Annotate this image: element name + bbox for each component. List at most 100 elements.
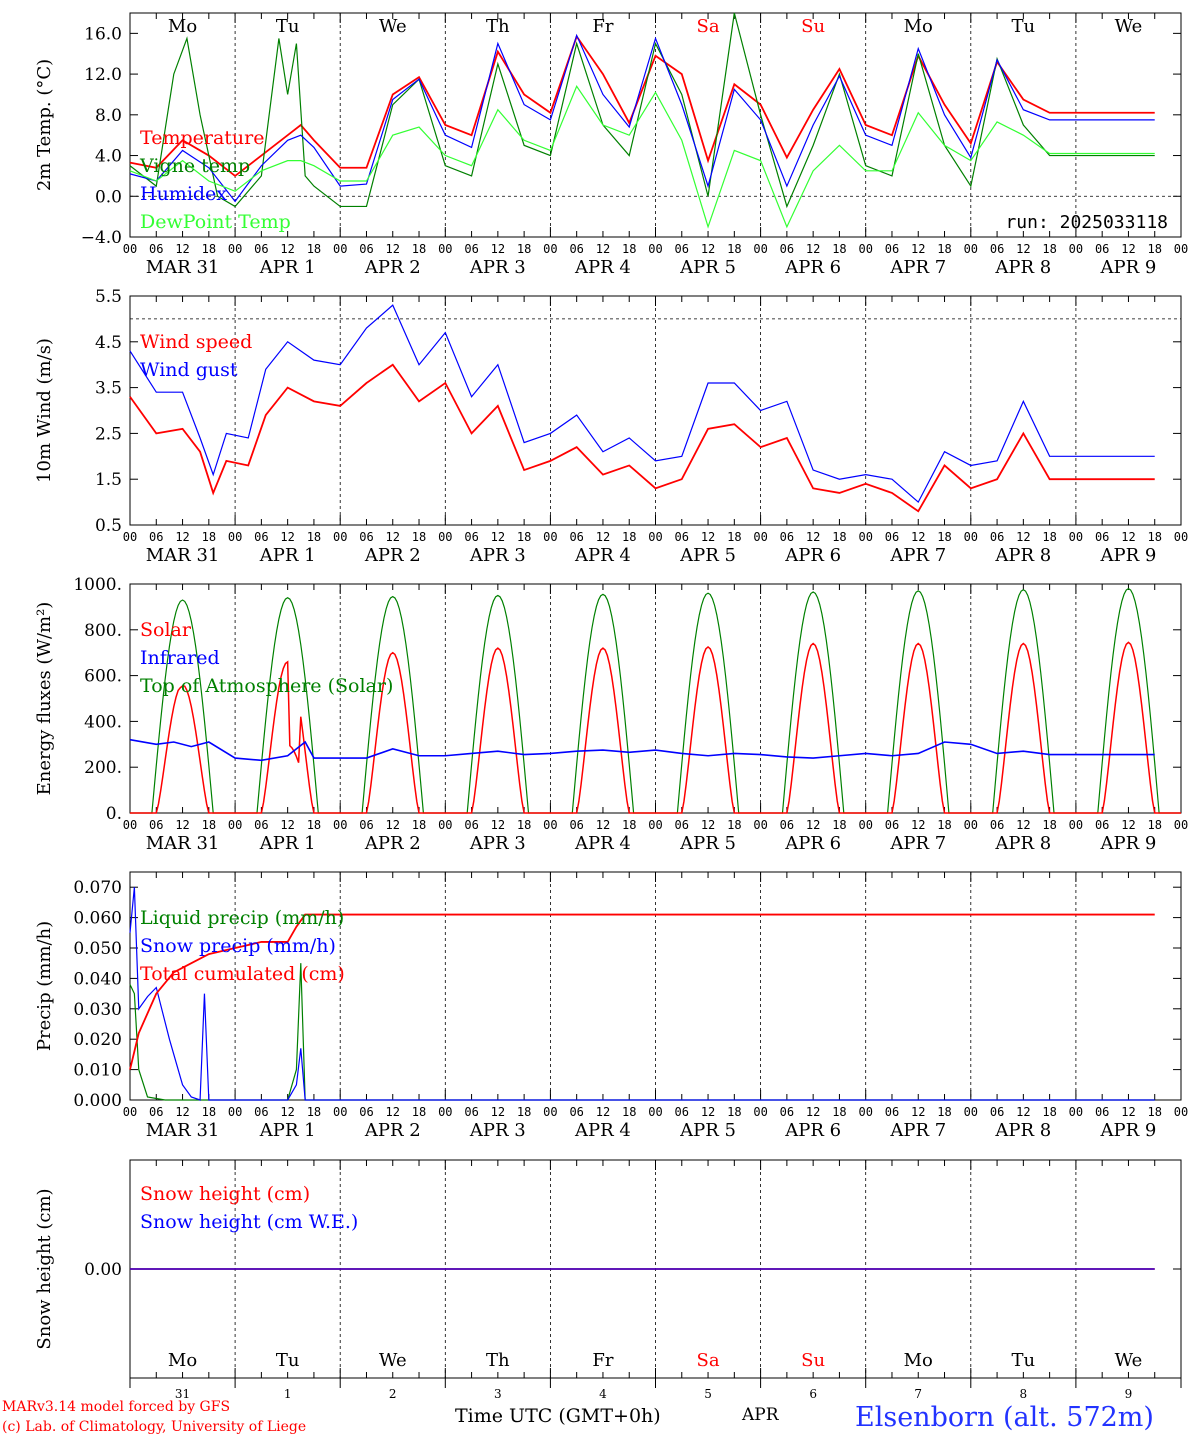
- hour-tick-label: 00: [123, 1105, 137, 1119]
- hour-tick-label: 00: [648, 530, 662, 544]
- y-tick-label: 0.070: [73, 878, 122, 898]
- day-label: APR 9: [1100, 833, 1157, 854]
- weekday-label: We: [379, 1350, 407, 1371]
- hour-tick-label: 00: [228, 242, 242, 256]
- hour-tick-label: 18: [202, 530, 216, 544]
- hour-tick-label: 06: [675, 242, 689, 256]
- weekday-label: Mo: [904, 1350, 933, 1371]
- legend-entry: Liquid precip (mm/h): [140, 907, 344, 929]
- hour-tick-label: 18: [307, 818, 321, 832]
- day-label: MAR 31: [146, 257, 220, 278]
- hour-tick-label: 12: [596, 818, 610, 832]
- day-label: APR 7: [889, 545, 946, 566]
- y-tick-label: 0.5: [95, 516, 122, 536]
- y-tick-label: −4.0: [81, 228, 122, 248]
- solar-line: [130, 641, 1181, 814]
- hour-tick-label: 00: [438, 242, 452, 256]
- weekday-label: Mo: [168, 16, 197, 37]
- hour-tick-label: 06: [359, 1105, 373, 1119]
- day-number-label: 31: [175, 1387, 190, 1401]
- legend-entry: Snow precip (mm/h): [140, 935, 336, 957]
- hour-tick-label: 18: [412, 242, 426, 256]
- hour-tick-label: 18: [832, 818, 846, 832]
- series-line: [129, 887, 1155, 1101]
- hour-tick-label: 00: [1069, 530, 1083, 544]
- hour-tick-label: 18: [937, 818, 951, 832]
- day-label: MAR 31: [146, 1120, 220, 1141]
- day-label: APR 3: [469, 545, 526, 566]
- hour-tick-label: 06: [885, 818, 899, 832]
- hour-tick-label: 12: [1016, 818, 1030, 832]
- hour-tick-label: 18: [622, 818, 636, 832]
- station-label: Elsenborn (alt. 572m): [855, 1402, 1154, 1433]
- day-label: APR 6: [784, 545, 841, 566]
- hour-tick-label: 18: [1147, 818, 1161, 832]
- hour-tick-label: 00: [438, 818, 452, 832]
- weekday-label: We: [1115, 1350, 1143, 1371]
- hour-tick-label: 06: [780, 1105, 794, 1119]
- y-tick-label: 8.0: [95, 106, 122, 126]
- hour-tick-label: 00: [753, 818, 767, 832]
- hour-tick-label: 12: [1121, 242, 1135, 256]
- hour-tick-label: 12: [1121, 818, 1135, 832]
- hour-tick-label: 06: [990, 530, 1004, 544]
- hour-tick-label: 00: [1174, 818, 1188, 832]
- weekday-label: Sa: [697, 1350, 720, 1371]
- legend-entry: Wind gust: [140, 359, 238, 381]
- day-label: APR 5: [679, 545, 736, 566]
- hour-tick-label: 06: [149, 1105, 163, 1119]
- hour-tick-label: 06: [885, 242, 899, 256]
- day-label: APR 5: [679, 257, 736, 278]
- hour-tick-label: 00: [1069, 242, 1083, 256]
- y-tick-label: 0.020: [73, 1030, 122, 1050]
- y-axis-label: Energy fluxes (W/m²): [34, 602, 55, 796]
- hour-tick-label: 12: [1121, 530, 1135, 544]
- hour-tick-label: 18: [727, 818, 741, 832]
- hour-tick-label: 12: [1016, 1105, 1030, 1119]
- day-label: APR 9: [1100, 1120, 1157, 1141]
- hour-tick-label: 06: [780, 242, 794, 256]
- hour-tick-label: 00: [228, 530, 242, 544]
- hour-tick-label: 06: [149, 818, 163, 832]
- hour-tick-label: 06: [569, 818, 583, 832]
- y-tick-label: 0.: [106, 804, 122, 824]
- hour-tick-label: 12: [175, 530, 189, 544]
- hour-tick-label: 18: [937, 530, 951, 544]
- hour-tick-label: 06: [990, 1105, 1004, 1119]
- hour-tick-label: 18: [517, 242, 531, 256]
- hour-tick-label: 06: [780, 818, 794, 832]
- hour-tick-label: 06: [464, 1105, 478, 1119]
- day-number-label: 3: [494, 1387, 502, 1401]
- hour-tick-label: 00: [228, 818, 242, 832]
- hour-tick-label: 00: [333, 818, 347, 832]
- hour-tick-label: 06: [569, 242, 583, 256]
- weekday-label: We: [1115, 16, 1143, 37]
- y-tick-label: 5.5: [95, 287, 122, 307]
- hour-tick-label: 12: [491, 1105, 505, 1119]
- hour-tick-label: 18: [832, 530, 846, 544]
- day-label: APR 7: [889, 1120, 946, 1141]
- weekday-label: Su: [801, 1350, 825, 1371]
- y-tick-label: 12.0: [84, 65, 122, 85]
- hour-tick-label: 12: [806, 242, 820, 256]
- legend-entry: Snow height (cm W.E.): [140, 1211, 358, 1233]
- hour-tick-label: 06: [149, 242, 163, 256]
- hour-tick-label: 12: [491, 530, 505, 544]
- hour-tick-label: 06: [359, 242, 373, 256]
- hour-tick-label: 00: [1174, 1105, 1188, 1119]
- legend-entry: Vigne temp: [139, 155, 250, 177]
- day-label: APR 4: [574, 545, 631, 566]
- day-label: APR 2: [364, 833, 421, 854]
- hour-tick-label: 12: [491, 818, 505, 832]
- y-tick-label: 0.00: [84, 1260, 122, 1280]
- y-tick-label: 0.040: [73, 969, 122, 989]
- y-axis-label: Snow height (cm): [34, 1188, 55, 1349]
- legend-entry: Humidex: [140, 183, 227, 205]
- hour-tick-label: 18: [937, 1105, 951, 1119]
- y-tick-label: 0.000: [73, 1091, 122, 1111]
- legend-entry: Infrared: [140, 647, 220, 669]
- legend-entry: Snow height (cm): [140, 1183, 310, 1205]
- y-tick-label: 0.010: [73, 1061, 122, 1081]
- hour-tick-label: 00: [753, 1105, 767, 1119]
- day-label: APR 1: [259, 545, 316, 566]
